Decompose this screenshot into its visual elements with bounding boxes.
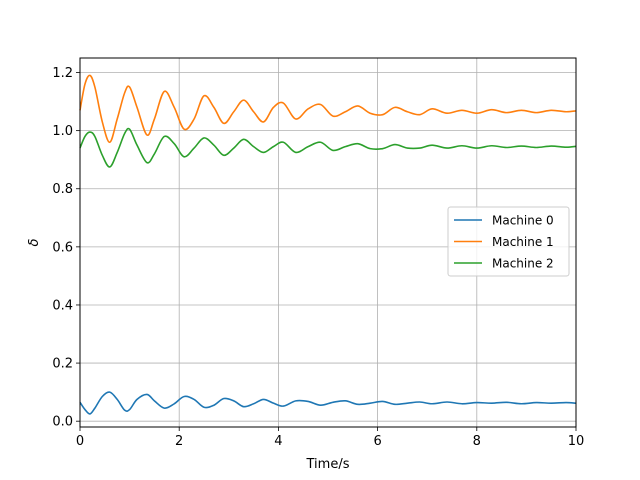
axes-frame: [79, 57, 577, 428]
legend: Machine 0 Machine 1 Machine 2: [447, 206, 570, 277]
legend-box: [447, 206, 570, 277]
series-lines: [79, 74, 577, 415]
legend-label: Machine 0: [492, 214, 554, 228]
y-tick-label: 0.8: [52, 182, 73, 197]
y-tick-label: 0.0: [52, 415, 73, 430]
x-tick-label: 2: [175, 434, 183, 449]
series-line-machine-1: [79, 74, 577, 144]
y-tick-label: 0.6: [52, 240, 73, 255]
x-tick-label: 6: [373, 434, 381, 449]
x-tick-label: 4: [274, 434, 282, 449]
series-line-machine-2: [79, 127, 577, 168]
legend-label: Machine 1: [492, 235, 554, 249]
x-axis-label: Time/s: [306, 457, 350, 472]
x-tick-label: 8: [473, 434, 481, 449]
y-tick-label: 1.2: [52, 66, 73, 81]
legend-label: Machine 2: [492, 257, 554, 271]
axis-ticks: 0 2 4 6 8 10 0.0 0.2 0.4 0.6 0.8 1.0 1.2: [52, 66, 584, 449]
series-line-machine-0: [79, 391, 577, 415]
x-tick-label: 0: [76, 434, 84, 449]
y-tick-label: 0.4: [52, 298, 73, 313]
y-tick-label: 1.0: [52, 124, 73, 139]
y-axis-label: δ: [27, 238, 42, 246]
x-tick-label: 10: [568, 434, 585, 449]
y-tick-label: 0.2: [52, 357, 73, 372]
